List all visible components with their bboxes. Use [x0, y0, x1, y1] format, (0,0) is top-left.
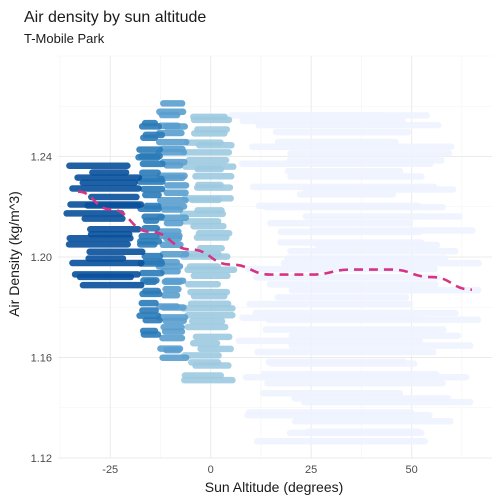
y-tick-label: 1.16	[31, 353, 52, 365]
x-axis-title: Sun Altitude (degrees)	[205, 479, 344, 495]
y-axis-title: Air Density (kg/m^3)	[6, 191, 22, 317]
y-tick-label: 1.12	[31, 453, 52, 465]
x-tick-label: 50	[406, 464, 418, 476]
trend-line	[77, 190, 472, 291]
x-tick-label: 0	[208, 464, 214, 476]
x-tick-label: -25	[102, 464, 118, 476]
y-axis-ticks: 1.12 1.16 1.20 1.24	[31, 152, 52, 466]
scatter-points	[63, 100, 482, 445]
chart-title: Air density by sun altitude	[24, 9, 206, 26]
trend-line-group	[77, 190, 472, 291]
chart-subtitle: T-Mobile Park	[24, 31, 105, 46]
x-tick-label: 25	[305, 464, 317, 476]
y-tick-label: 1.24	[31, 152, 52, 164]
x-axis-ticks: -25 0 25 50	[102, 464, 417, 476]
y-tick-label: 1.20	[31, 252, 52, 264]
